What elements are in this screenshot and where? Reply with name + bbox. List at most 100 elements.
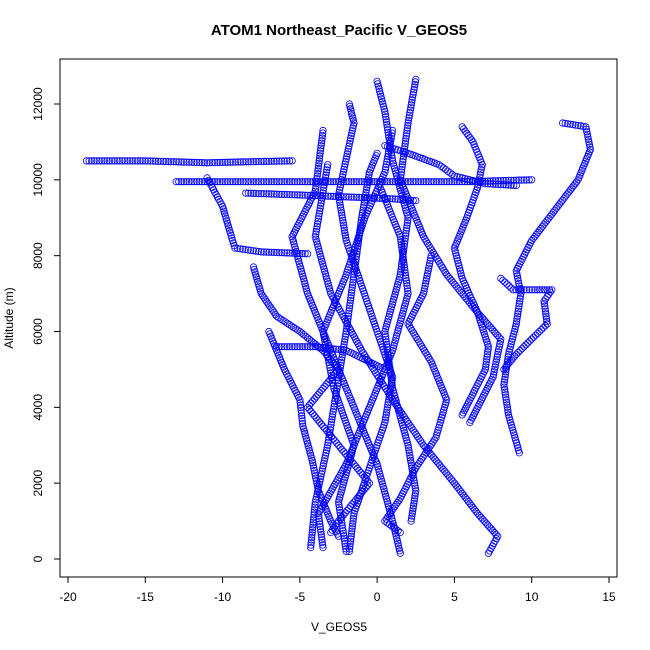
- data-point: [497, 177, 505, 185]
- data-point: [401, 196, 410, 204]
- data-point: [496, 337, 504, 346]
- data-point: [435, 421, 444, 429]
- data-point: [542, 312, 550, 320]
- data-point: [216, 178, 224, 186]
- data-point: [221, 178, 229, 186]
- data-point: [454, 259, 462, 267]
- data-point: [307, 399, 315, 407]
- data-point: [507, 181, 515, 189]
- data-point: [411, 492, 419, 500]
- data-point: [358, 193, 366, 202]
- data-point: [402, 227, 410, 235]
- data-point: [382, 160, 390, 168]
- data-point: [342, 234, 350, 242]
- data-point: [427, 254, 435, 262]
- data-point: [404, 121, 412, 130]
- data-point: [318, 132, 326, 140]
- data-point: [349, 517, 357, 525]
- data-point: [489, 180, 497, 188]
- data-point: [345, 193, 353, 201]
- data-point: [381, 110, 389, 118]
- data-point: [234, 158, 242, 166]
- data-point: [314, 391, 322, 399]
- data-point: [482, 363, 490, 371]
- data-point: [316, 520, 324, 528]
- data-point: [482, 519, 490, 527]
- data-point: [407, 517, 415, 525]
- data-point: [382, 411, 390, 419]
- data-point: [345, 139, 354, 148]
- data-point: [347, 291, 355, 299]
- data-point: [314, 509, 322, 518]
- data-point: [262, 157, 270, 165]
- data-point: [508, 337, 516, 346]
- data-point: [376, 90, 384, 98]
- data-point: [387, 376, 396, 385]
- data-point: [203, 159, 211, 167]
- data-point: [543, 317, 551, 325]
- data-point: [490, 368, 498, 376]
- data-point: [394, 178, 402, 186]
- data-point: [392, 334, 400, 342]
- data-point: [297, 406, 305, 414]
- data-point: [514, 286, 523, 294]
- data-point: [303, 191, 312, 199]
- data-point: [239, 245, 247, 253]
- data-point: [311, 178, 319, 186]
- data-point: [346, 137, 354, 145]
- data-point: [255, 157, 263, 166]
- data-point: [316, 522, 324, 531]
- data-point: [384, 401, 392, 409]
- data-point: [341, 450, 349, 458]
- data-point: [316, 207, 324, 215]
- data-point: [374, 80, 382, 88]
- data-point: [407, 514, 416, 523]
- data-point: [405, 446, 413, 454]
- data-point: [516, 294, 524, 303]
- data-point: [516, 284, 524, 293]
- data-point: [288, 191, 296, 199]
- data-point: [392, 397, 400, 405]
- data-point: [309, 523, 317, 532]
- data-point: [226, 158, 234, 166]
- data-point: [411, 484, 419, 492]
- data-point: [404, 289, 412, 298]
- data-point: [397, 268, 405, 276]
- data-point: [388, 154, 396, 162]
- y-axis-label: Altitude (m): [2, 287, 16, 348]
- data-point: [322, 446, 331, 454]
- data-point: [382, 338, 390, 346]
- data-point: [344, 314, 352, 323]
- data-point: [399, 196, 407, 204]
- data-point: [383, 343, 391, 351]
- data-point: [310, 464, 318, 472]
- data-point: [298, 178, 306, 186]
- data-point: [505, 282, 513, 290]
- data-point: [381, 178, 389, 186]
- data-point: [312, 474, 320, 482]
- data-point: [531, 286, 539, 294]
- data-point: [388, 195, 397, 203]
- data-point: [336, 506, 344, 514]
- data-point: [319, 384, 327, 392]
- data-point: [480, 517, 488, 525]
- data-point: [267, 157, 276, 165]
- data-point: [298, 414, 306, 422]
- data-point: [386, 195, 394, 203]
- data-point: [177, 178, 185, 186]
- data-point: [388, 379, 396, 387]
- data-point: [512, 286, 520, 294]
- data-point: [458, 123, 466, 131]
- data-point: [327, 178, 335, 186]
- data-point: [257, 248, 265, 256]
- data-point: [249, 189, 258, 197]
- data-point: [382, 118, 391, 126]
- data-point: [221, 158, 229, 166]
- data-point: [324, 192, 332, 200]
- data-point: [340, 221, 348, 229]
- data-point: [319, 462, 327, 470]
- x-tick-label: -15: [137, 590, 155, 604]
- data-point: [386, 369, 395, 377]
- data-point: [381, 365, 389, 373]
- data-point: [453, 257, 462, 265]
